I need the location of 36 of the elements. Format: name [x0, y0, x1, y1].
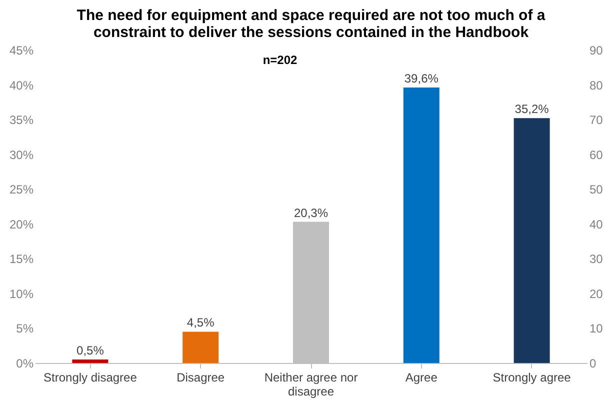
y2-tick-label: 10	[590, 322, 604, 336]
y-tick-label: 10%	[9, 286, 34, 301]
y2-tick-label: 60	[590, 148, 604, 162]
y2-tick-label: 0	[590, 356, 596, 370]
data-label: 0,5%	[76, 344, 104, 358]
y-tick-label: 20%	[9, 217, 34, 232]
y-tick-label: 0%	[16, 356, 34, 370]
y-tick-label: 40%	[9, 78, 34, 92]
chart-title: The need for equipment and space required are not too much of a constraint to deliver the sessions contained in the Handbook	[76, 7, 546, 41]
y2-tick-label: 50	[590, 182, 604, 197]
y-tick-label: 15%	[9, 252, 34, 266]
data-label: 20,3%	[294, 206, 328, 220]
data-label: 35,2%	[514, 102, 550, 116]
y-tick-label: 35%	[9, 113, 34, 128]
x-tick-label: Agree	[405, 370, 438, 384]
y2-tick-label: 80	[590, 78, 604, 92]
y-tick-label: 25%	[9, 182, 34, 197]
y-tick-label: 5%	[16, 322, 34, 336]
y2-tick-label: 20	[590, 286, 604, 301]
y2-tick-label: 40	[590, 217, 604, 232]
y-tick-label: 45%	[9, 44, 34, 58]
bar	[403, 88, 440, 363]
data-label: 39,6%	[404, 72, 439, 86]
y2-tick-label: 90	[590, 44, 604, 58]
bar	[182, 332, 219, 363]
bar	[514, 118, 550, 363]
x-tick-label: Disagree	[176, 370, 225, 384]
x-tick-label: Strongly disagree	[44, 370, 138, 384]
y-tick-label: 30%	[9, 148, 34, 162]
x-tick-label: Neither agree nor disagree	[264, 370, 358, 398]
y2-tick-label: 30	[590, 252, 604, 266]
bar	[72, 360, 108, 363]
x-tick-label: Strongly agree	[492, 370, 572, 384]
annotation: n=202	[262, 53, 298, 67]
y2-tick-label: 70	[590, 113, 604, 128]
data-label: 4,5%	[186, 316, 215, 330]
